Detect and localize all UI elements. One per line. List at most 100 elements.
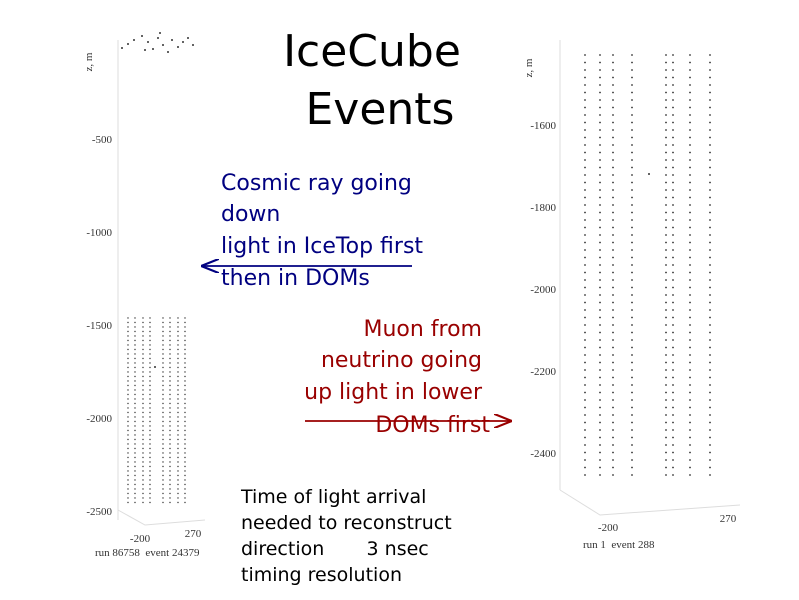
dom-dot — [134, 465, 136, 468]
dom-dot — [142, 335, 144, 337]
dom-dot — [584, 436, 586, 439]
dom-dot — [631, 136, 633, 139]
dom-dot — [177, 402, 179, 405]
dom-dot — [665, 436, 667, 439]
dom-dot — [134, 497, 136, 499]
dom-dot — [127, 434, 129, 436]
dom-dot — [612, 144, 614, 146]
dom-dot — [709, 69, 711, 71]
dom-dot — [665, 369, 667, 371]
dom-dot — [134, 488, 136, 490]
cosmic-ray-text: then in DOMs — [221, 266, 370, 291]
dom-dot — [177, 326, 179, 328]
dom-dot — [689, 61, 691, 64]
dom-dot — [672, 54, 674, 56]
dom-dot — [599, 339, 601, 341]
dom-dot — [672, 144, 674, 146]
dom-dot — [709, 399, 711, 401]
dom-dot — [599, 106, 601, 109]
dom-dot — [142, 447, 144, 450]
dom-dot — [177, 501, 179, 504]
dom-dot — [631, 151, 633, 154]
dom-dot — [184, 371, 186, 373]
dom-dot — [689, 361, 691, 364]
z-tick-label: -1500 — [86, 320, 112, 332]
dom-dot — [584, 406, 586, 409]
dom-dot — [612, 301, 614, 304]
dom-dot — [184, 398, 186, 400]
dom-dot — [162, 384, 164, 387]
dom-dot — [169, 339, 171, 342]
dom-dot — [709, 271, 711, 274]
dom-dot — [169, 470, 171, 472]
dom-dot — [134, 479, 136, 481]
dom-dot — [177, 465, 179, 468]
dom-dot — [127, 497, 129, 499]
dom-dot — [584, 84, 586, 86]
dom-dot — [709, 166, 711, 169]
dom-dot — [689, 354, 691, 356]
dom-dot — [689, 114, 691, 116]
dom-dot — [177, 398, 179, 400]
dom-dot — [665, 121, 667, 124]
dom-dot — [612, 69, 614, 71]
dom-dot — [169, 393, 171, 396]
dom-dot — [665, 76, 667, 79]
dom-dot — [709, 264, 711, 266]
dom-dot — [584, 421, 586, 424]
dom-dot — [599, 331, 601, 334]
dom-dot — [149, 402, 151, 405]
dom-dot — [169, 348, 171, 351]
dom-dot — [672, 354, 674, 356]
dom-dot — [672, 99, 674, 101]
dom-dot — [599, 459, 601, 461]
dom-dot — [177, 335, 179, 337]
dom-dot — [709, 54, 711, 56]
dom-dot — [709, 234, 711, 236]
dom-dot — [672, 286, 674, 289]
z-tick-label: -2200 — [530, 366, 556, 378]
dom-dot — [672, 219, 674, 221]
dom-dot — [599, 399, 601, 401]
dom-dot — [612, 196, 614, 199]
dom-dot — [689, 399, 691, 401]
dom-dot — [672, 174, 674, 176]
dom-dot — [584, 54, 586, 56]
dom-dot — [169, 335, 171, 337]
dom-dot — [134, 362, 136, 364]
z-label: z, m — [83, 52, 95, 71]
dom-dot — [584, 316, 586, 319]
dom-dot — [599, 406, 601, 409]
dom-dot — [631, 219, 633, 221]
icetop-dot — [141, 35, 143, 37]
dom-dot — [149, 411, 151, 414]
dom-dot — [709, 219, 711, 221]
dom-dot — [184, 465, 186, 468]
dom-dot — [672, 91, 674, 94]
dom-dot — [134, 375, 136, 378]
dom-dot — [184, 326, 186, 328]
dom-dot — [127, 321, 129, 324]
dom-dot — [612, 151, 614, 154]
dom-dot — [584, 174, 586, 176]
dom-dot — [177, 429, 179, 432]
dom-dot — [612, 106, 614, 109]
dom-dot — [665, 339, 667, 341]
dom-dot — [599, 69, 601, 71]
dom-dot — [612, 331, 614, 334]
dom-dot — [149, 407, 151, 409]
dom-dot — [184, 384, 186, 387]
dom-dot — [665, 256, 667, 259]
dom-dot — [612, 279, 614, 281]
dom-dot — [149, 461, 151, 463]
dom-dot — [599, 144, 601, 146]
dom-dot — [127, 465, 129, 468]
dom-dot — [127, 492, 129, 495]
dom-dot — [631, 294, 633, 296]
dom-dot — [149, 447, 151, 450]
dom-dot — [665, 189, 667, 191]
dom-dot — [584, 121, 586, 124]
dom-dot — [672, 76, 674, 79]
dom-dot — [142, 443, 144, 445]
dom-dot — [177, 357, 179, 360]
